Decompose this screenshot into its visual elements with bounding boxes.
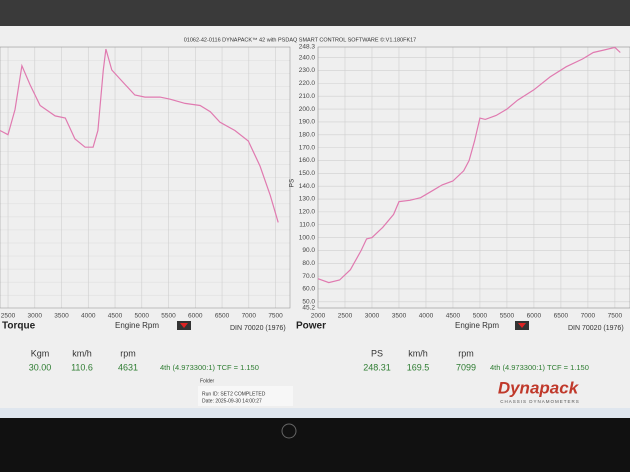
- plot-frame: [0, 46, 291, 309]
- y-tick-label: 100.0: [299, 234, 316, 241]
- logo: Dynapack: [498, 378, 580, 397]
- monitor-bezel: [0, 418, 630, 472]
- y-tick-label: 45.2: [302, 305, 315, 312]
- y-tick-label: 70.0: [302, 273, 315, 280]
- curve: [0, 48, 279, 223]
- readout-label: Kgm: [31, 348, 50, 358]
- readout-value: 30.00: [29, 362, 52, 372]
- x-tick-label: 6000: [527, 313, 542, 320]
- y-tick-label: 230.0: [299, 67, 316, 74]
- x-tick-label: 7000: [242, 313, 257, 320]
- y-axis-label: PS: [289, 178, 296, 187]
- y-tick-label: 150.0: [299, 170, 316, 177]
- readout-value: 4631: [118, 362, 138, 372]
- x-tick-label: 4500: [446, 313, 461, 320]
- taskbar: [0, 408, 630, 418]
- readout-value: 169.5: [407, 362, 430, 372]
- curve: [317, 46, 621, 284]
- x-tick-label: 6000: [188, 313, 203, 320]
- readout-label: km/h: [72, 348, 92, 358]
- x-tick-label: 4000: [81, 313, 96, 320]
- x-tick-label: 7500: [608, 313, 623, 320]
- y-tick-label: 220.0: [299, 80, 316, 87]
- info-box: [198, 386, 293, 406]
- monitor-top: [0, 0, 630, 26]
- x-tick-label: 5000: [135, 313, 150, 320]
- readout-label: km/h: [408, 348, 428, 358]
- unit-icon: [180, 323, 188, 328]
- y-tick-label: 90.0: [302, 247, 315, 254]
- x-tick-label: 3500: [392, 313, 407, 320]
- y-tick-label: 140.0: [299, 183, 316, 190]
- gear-info: 4th (4.973300:1) TCF = 1.150: [490, 363, 589, 372]
- y-tick-label: 248.3: [299, 44, 316, 51]
- y-tick-label: 50.0: [302, 299, 315, 306]
- x-axis-label: Engine Rpm: [455, 321, 499, 330]
- x-tick-label: 6500: [554, 313, 569, 320]
- y-tick-label: 80.0: [302, 260, 315, 267]
- readout-value: 110.6: [71, 362, 93, 372]
- readout-label: rpm: [120, 348, 136, 358]
- x-tick-label: 4000: [419, 313, 434, 320]
- chart-title: Power: [296, 321, 326, 332]
- x-tick-label: 3000: [365, 313, 380, 320]
- x-tick-label: 5500: [161, 313, 176, 320]
- x-axis-label: Engine Rpm: [115, 321, 159, 330]
- y-tick-label: 120.0: [299, 209, 316, 216]
- logo-tagline: CHASSIS DYNAMOMETERS: [500, 399, 580, 404]
- x-tick-label: 2000: [311, 313, 326, 320]
- folder: Folder: [200, 378, 215, 384]
- y-tick-label: 190.0: [299, 119, 316, 126]
- y-tick-label: 200.0: [299, 106, 316, 113]
- x-tick-label: 7000: [581, 313, 596, 320]
- y-tick-label: 60.0: [302, 286, 315, 293]
- readout-label: PS: [371, 348, 383, 358]
- y-tick-label: 110.0: [299, 221, 315, 228]
- x-tick-label: 2500: [338, 313, 353, 320]
- chart-title: Torque: [2, 321, 36, 332]
- unit-icon: [518, 323, 526, 328]
- x-tick-label: 3500: [54, 313, 69, 320]
- y-tick-label: 130.0: [299, 196, 316, 203]
- readout-value: 7099: [456, 362, 476, 372]
- plot-frame: [317, 46, 630, 309]
- x-tick-label: 2500: [1, 313, 16, 320]
- x-tick-label: 5000: [473, 313, 488, 320]
- x-tick-label: 7500: [268, 313, 283, 320]
- run-date: Date: 2025-09-30 14:00:27: [202, 398, 262, 404]
- x-tick-label: 4500: [108, 313, 123, 320]
- x-tick-label: 6500: [215, 313, 230, 320]
- readout-value: 248.31: [363, 362, 391, 372]
- y-tick-label: 170.0: [299, 144, 316, 151]
- x-tick-label: 3000: [28, 313, 43, 320]
- y-tick-label: 160.0: [299, 157, 316, 164]
- y-tick-label: 180.0: [299, 131, 316, 138]
- y-tick-label: 240.0: [299, 54, 316, 61]
- header-title: 01062-42-0116 DYNAPACK™ 42 with PSDAQ SM…: [184, 36, 417, 43]
- gear-info: 4th (4.973300:1) TCF = 1.150: [160, 363, 259, 372]
- run-id: Run ID: SET2 COMPLETED: [202, 391, 266, 397]
- hp-logo: [281, 423, 297, 439]
- norm-note: DIN 70020 (1976): [568, 325, 624, 332]
- y-tick-label: 210.0: [299, 93, 316, 100]
- readout-label: rpm: [458, 348, 474, 358]
- norm-note: DIN 70020 (1976): [230, 325, 286, 332]
- x-tick-label: 5500: [500, 313, 515, 320]
- torque-grid: [0, 47, 290, 308]
